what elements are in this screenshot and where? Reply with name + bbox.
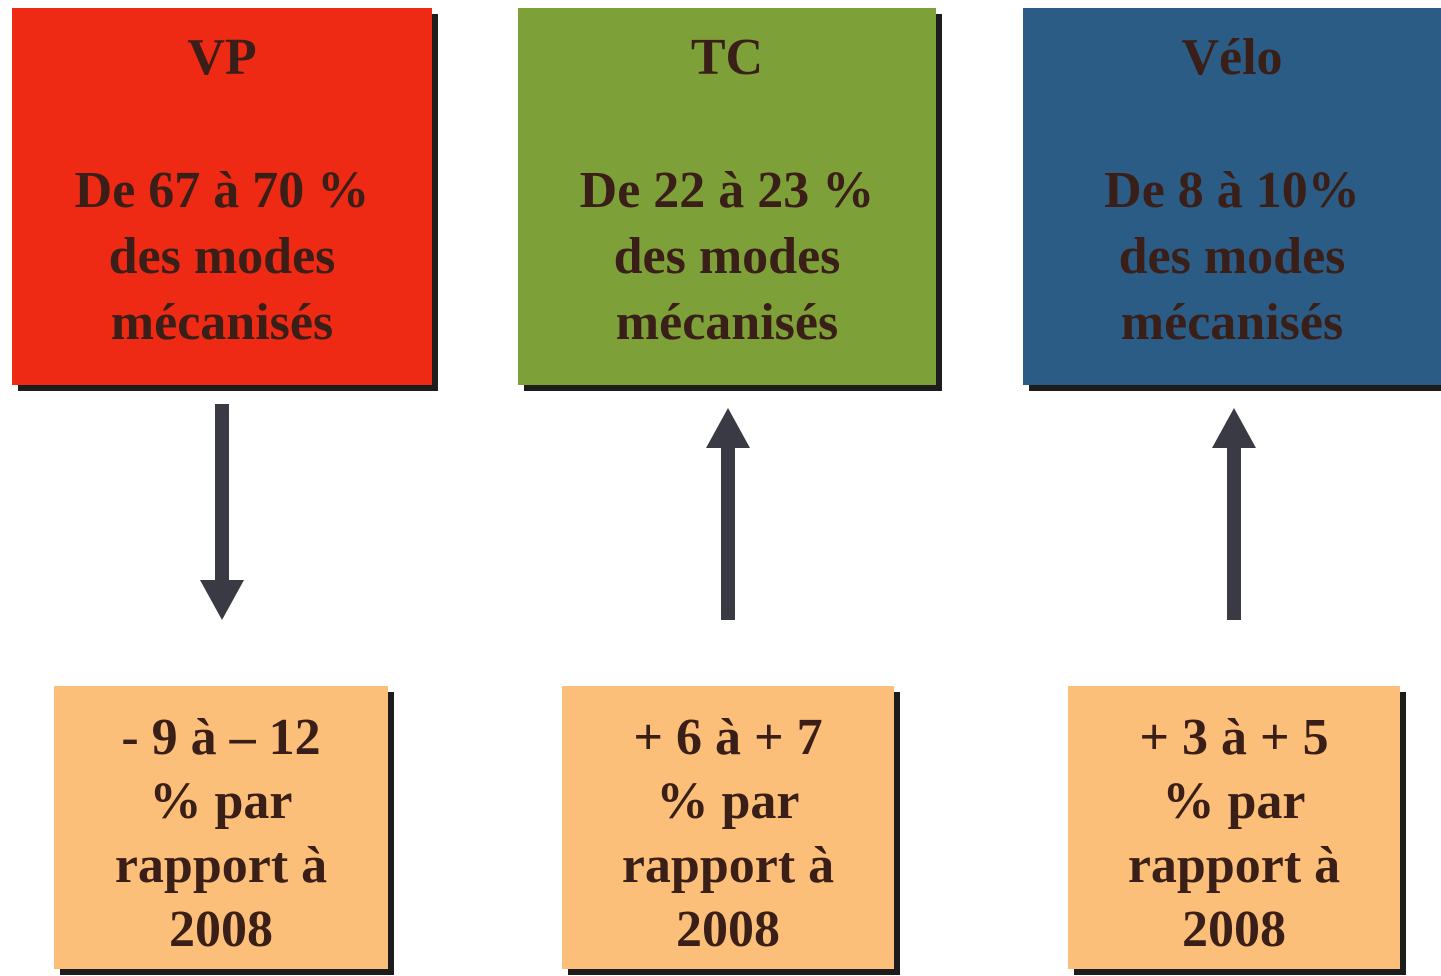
result-line1-vp: - 9 à – 12	[121, 709, 321, 766]
arrow-head-velo	[1212, 408, 1256, 448]
mode-line2-tc: des modes	[613, 228, 841, 285]
result-text-tc: + 6 à + 7 % par rapport à 2008	[562, 706, 894, 962]
result-line4-velo: 2008	[1182, 901, 1286, 958]
result-line1-tc: + 6 à + 7	[633, 709, 823, 766]
arrow-shaft-velo	[1227, 444, 1241, 620]
result-line4-tc: 2008	[676, 901, 780, 958]
mode-line3-velo: mécanisés	[1120, 294, 1344, 351]
mode-share-line-velo: De 8 à 10%	[1104, 162, 1360, 219]
result-box-velo: + 3 à + 5 % par rapport à 2008	[1068, 686, 1400, 969]
mode-share-line-vp: De 67 à 70 %	[74, 162, 370, 219]
result-box-vp: - 9 à – 12 % par rapport à 2008	[54, 686, 388, 969]
mode-line2-vp: des modes	[108, 228, 336, 285]
mode-box-velo: Vélo De 8 à 10% des modes mécanisés	[1023, 8, 1441, 385]
arrow-head-tc	[706, 408, 750, 448]
mode-title-velo: Vélo	[1181, 29, 1283, 86]
result-line4-vp: 2008	[169, 901, 273, 958]
mode-share-line-tc: De 22 à 23 %	[579, 162, 875, 219]
result-line3-vp: rapport à	[114, 837, 328, 894]
mode-line3-tc: mécanisés	[615, 294, 839, 351]
mode-share-vp: De 67 à 70 % des modes mécanisés	[12, 158, 432, 356]
mode-share-velo: De 8 à 10% des modes mécanisés	[1023, 158, 1441, 356]
arrow-shaft-tc	[721, 444, 735, 620]
result-line3-tc: rapport à	[621, 837, 835, 894]
arrow-up-icon	[706, 408, 750, 620]
mode-title-tc: TC	[690, 29, 764, 86]
mode-box-vp: VP De 67 à 70 % des modes mécanisés	[12, 8, 432, 385]
arrow-head-vp	[200, 580, 244, 620]
result-line3-velo: rapport à	[1127, 837, 1341, 894]
result-box-tc: + 6 à + 7 % par rapport à 2008	[562, 686, 894, 969]
result-line2-vp: % par	[149, 773, 293, 830]
mode-share-tc: De 22 à 23 % des modes mécanisés	[518, 158, 936, 356]
mode-title-vp: VP	[187, 29, 257, 86]
result-line2-tc: % par	[656, 773, 800, 830]
result-text-vp: - 9 à – 12 % par rapport à 2008	[54, 706, 388, 962]
arrow-shaft-vp	[215, 404, 229, 584]
mode-line3-vp: mécanisés	[110, 294, 334, 351]
mode-box-tc: TC De 22 à 23 % des modes mécanisés	[518, 8, 936, 385]
result-text-velo: + 3 à + 5 % par rapport à 2008	[1068, 706, 1400, 962]
mode-line2-velo: des modes	[1118, 228, 1346, 285]
result-line1-velo: + 3 à + 5	[1139, 709, 1329, 766]
result-line2-velo: % par	[1162, 773, 1306, 830]
arrow-down-icon	[200, 404, 244, 620]
arrow-up-icon	[1212, 408, 1256, 620]
